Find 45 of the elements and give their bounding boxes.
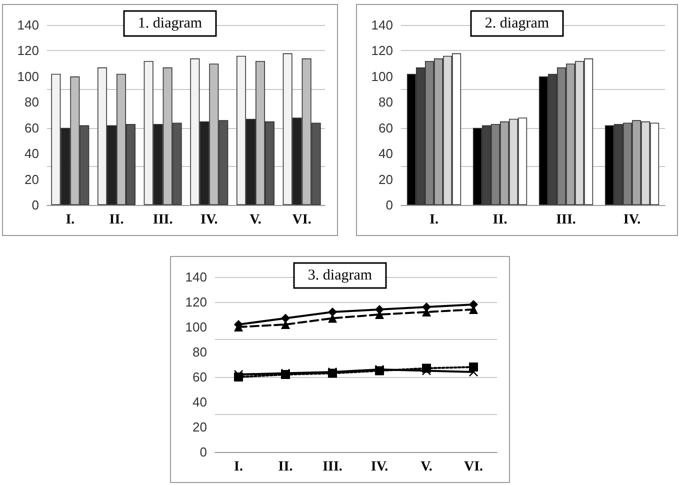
point xyxy=(328,308,337,316)
chart-title: 3. diagram xyxy=(308,268,372,284)
x-tick-label: III. xyxy=(556,212,576,228)
y-tick-label: 40 xyxy=(192,394,207,410)
y-tick-label: 60 xyxy=(24,120,39,136)
x-tick-label: IV. xyxy=(200,212,218,228)
x-tick-label: III. xyxy=(152,212,173,228)
y-tick-label: 0 xyxy=(200,444,207,460)
y-tick-label: 140 xyxy=(371,18,393,32)
y-tick-label: 40 xyxy=(378,146,393,162)
y-tick-label: 20 xyxy=(24,172,39,187)
x-tick-label: I. xyxy=(234,460,243,474)
x-tick-label: III. xyxy=(322,460,342,474)
y-tick-label: 100 xyxy=(17,68,39,84)
chart-title: 1. diagram xyxy=(138,16,202,32)
point xyxy=(281,314,290,323)
y-tick-label: 20 xyxy=(378,172,393,187)
y-tick-label: 80 xyxy=(378,94,393,110)
x-tick-label: IV. xyxy=(370,460,388,474)
y-tick-label: 0 xyxy=(386,198,393,212)
y-tick-label: 120 xyxy=(17,43,39,58)
y-tick-label: 100 xyxy=(371,68,393,84)
x-tick-label: I. xyxy=(430,212,438,228)
y-tick-label: 20 xyxy=(192,420,207,434)
x-tick-label: V. xyxy=(420,460,432,474)
y-tick-label: 140 xyxy=(185,270,207,284)
y-tick-label: 60 xyxy=(378,120,393,136)
x-tick-label: V. xyxy=(250,212,262,228)
y-tick-label: 80 xyxy=(24,94,39,110)
y-tick-label: 140 xyxy=(17,18,39,32)
x-tick-label: II. xyxy=(278,460,293,474)
y-tick-label: 120 xyxy=(185,294,207,310)
x-tick-label: VI. xyxy=(292,212,312,228)
y-tick-label: 80 xyxy=(192,344,207,360)
y-tick-label: 40 xyxy=(24,146,39,162)
x-tick-label: VI. xyxy=(464,460,484,474)
y-tick-label: 0 xyxy=(32,198,39,212)
x-tick-label: I. xyxy=(66,212,75,228)
x-tick-label: II. xyxy=(492,212,508,228)
y-tick-label: 100 xyxy=(185,320,207,334)
y-tick-label: 60 xyxy=(192,370,207,384)
x-tick-label: IV. xyxy=(623,212,641,228)
y-tick-label: 120 xyxy=(371,43,393,58)
x-tick-label: II. xyxy=(109,212,124,228)
chart-title: 2. diagram xyxy=(484,16,550,32)
